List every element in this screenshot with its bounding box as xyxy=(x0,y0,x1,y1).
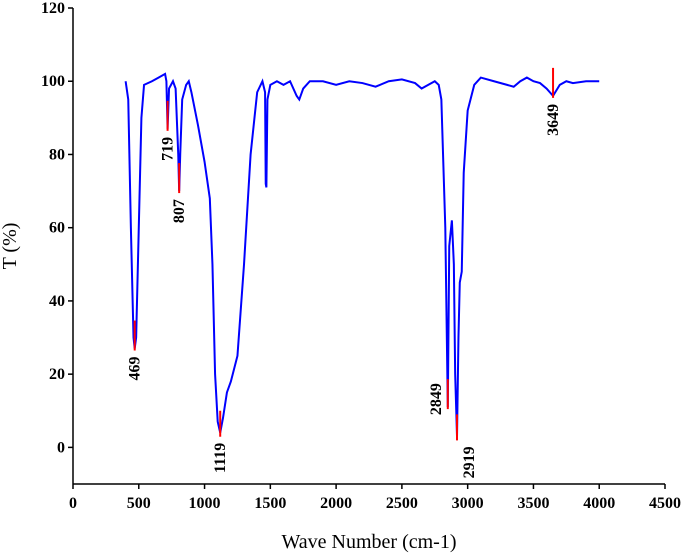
x-tick-label: 4500 xyxy=(649,495,681,512)
y-tick-label: 120 xyxy=(41,0,65,17)
x-tick-label: 0 xyxy=(69,495,77,512)
x-tick-label: 2000 xyxy=(320,495,352,512)
x-tick-label: 2500 xyxy=(386,495,418,512)
y-tick-label: 0 xyxy=(57,439,65,456)
x-tick-label: 3500 xyxy=(517,495,549,512)
y-tick-label: 80 xyxy=(49,146,65,163)
y-tick-label: 40 xyxy=(49,293,65,310)
peak-label: 3649 xyxy=(545,104,562,136)
x-tick-label: 1000 xyxy=(189,495,221,512)
y-tick-label: 100 xyxy=(41,73,65,90)
x-axis-label: Wave Number (cm-1) xyxy=(282,531,457,553)
x-tick-label: 4000 xyxy=(583,495,615,512)
y-tick-label: 60 xyxy=(49,220,65,237)
peak-label: 2849 xyxy=(428,383,445,415)
x-tick-label: 1500 xyxy=(254,495,286,512)
spectrum-line xyxy=(124,72,600,437)
peak-label: 1119 xyxy=(212,443,229,473)
x-tick-label: 3000 xyxy=(452,495,484,512)
peak-label: 469 xyxy=(127,357,144,381)
peak-label: 719 xyxy=(160,137,177,161)
peak-label: 2919 xyxy=(461,446,478,478)
y-tick-label: 20 xyxy=(49,366,65,383)
y-axis-label: T (%) xyxy=(0,223,21,270)
peak-label: 807 xyxy=(171,199,188,223)
x-tick-label: 500 xyxy=(127,495,151,512)
